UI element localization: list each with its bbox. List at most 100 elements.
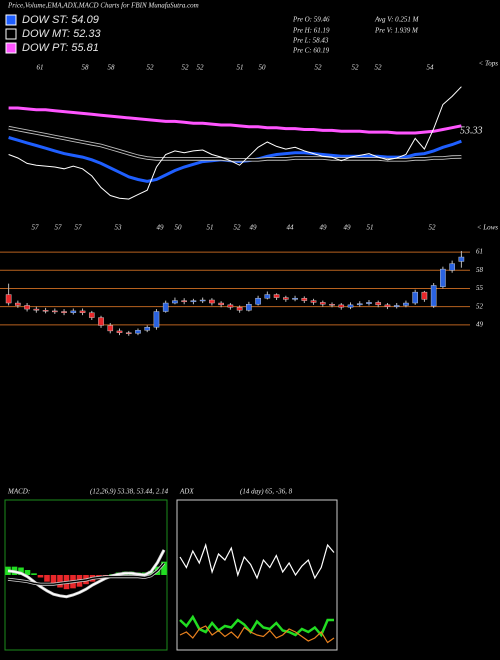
candle-body xyxy=(153,311,160,328)
candle-body xyxy=(347,304,354,308)
adx-line xyxy=(179,542,335,580)
stat: Pre L: 58.43 xyxy=(292,37,329,45)
low-value: 57 xyxy=(55,224,63,232)
macd-bar xyxy=(57,575,63,588)
macd-bar xyxy=(37,575,44,578)
candle-body xyxy=(449,263,455,271)
legend-label: DOW MT: 52.33 xyxy=(22,28,102,40)
candle-body xyxy=(181,300,187,303)
candle-body xyxy=(412,291,418,304)
macd-bar xyxy=(50,575,57,585)
adx-line xyxy=(179,614,334,638)
top-value: 52 xyxy=(147,64,155,72)
low-value: 51 xyxy=(207,224,214,232)
candle-body xyxy=(236,307,243,311)
candle-body xyxy=(218,302,224,306)
legend-swatch xyxy=(5,28,17,40)
top-value: 52 xyxy=(375,64,383,72)
macd-bar xyxy=(31,573,37,575)
candle-body xyxy=(33,308,40,311)
candle-body xyxy=(393,305,400,307)
ema-annotation: 53.33 xyxy=(460,125,483,136)
adx-line xyxy=(179,625,335,644)
legend-label: DOW ST: 54.09 xyxy=(22,14,99,26)
low-value: 49 xyxy=(157,224,165,232)
y-tick-label: 52 xyxy=(476,302,484,310)
low-value: 57 xyxy=(32,224,40,232)
top-value: 50 xyxy=(259,64,267,72)
y-tick-label: 61 xyxy=(476,248,483,256)
stat: Pre O: 59.46 xyxy=(292,16,330,24)
top-value: 52 xyxy=(352,64,360,72)
candle-body xyxy=(338,304,345,308)
candle-body xyxy=(292,297,298,300)
candle-body xyxy=(125,332,132,334)
macd-line xyxy=(7,549,165,598)
panel-subtitle: (12,26,9) 53.38, 53.44, 2.14 xyxy=(90,488,169,496)
candle-body xyxy=(301,297,308,301)
macd-line xyxy=(7,562,165,585)
candle-body xyxy=(209,299,215,304)
candle-body xyxy=(162,302,169,312)
legend-swatch xyxy=(5,42,17,54)
candle-body xyxy=(144,327,151,331)
candle-body xyxy=(283,297,289,300)
panel-title: MACD: xyxy=(7,488,30,496)
macd-bar xyxy=(18,567,24,575)
candle-body xyxy=(15,302,21,306)
candle-body xyxy=(310,300,317,303)
top-value: 61 xyxy=(37,64,44,72)
low-value: 49 xyxy=(344,224,352,232)
candle-body xyxy=(246,304,252,311)
candle-body xyxy=(403,302,409,306)
candle-body xyxy=(61,311,67,313)
legend-label: DOW PT: 55.81 xyxy=(22,42,99,54)
candle-body xyxy=(227,304,234,308)
candle-body xyxy=(88,312,95,318)
low-value: 44 xyxy=(287,224,295,232)
top-value: 58 xyxy=(82,64,90,72)
candle-body xyxy=(52,310,58,313)
candle-body xyxy=(24,305,30,310)
y-tick-label: 58 xyxy=(476,266,484,274)
candle-body xyxy=(384,304,391,307)
panel-frame xyxy=(176,499,338,651)
candle-body xyxy=(42,310,49,312)
macd-bar xyxy=(44,575,50,582)
candle-body xyxy=(107,325,114,332)
top-value: 52 xyxy=(315,64,323,72)
low-value: 49 xyxy=(320,224,328,232)
candle-body xyxy=(255,297,261,305)
panel-subtitle: (14 day) 65, -36, 8 xyxy=(240,488,293,496)
candle-body xyxy=(375,302,382,306)
low-value: 51 xyxy=(367,224,374,232)
ema-line xyxy=(8,106,462,135)
stat: Avg V: 0.251 M xyxy=(374,16,420,24)
candle-body xyxy=(366,302,372,304)
candle-body xyxy=(430,285,437,307)
candle-body xyxy=(329,304,335,306)
candle-body xyxy=(440,268,446,287)
y-tick-label: 55 xyxy=(476,284,484,292)
low-value: 52 xyxy=(429,224,437,232)
stat: Pre V: 1.939 M xyxy=(374,27,419,35)
low-value: 49 xyxy=(250,224,258,232)
top-value: 52 xyxy=(197,64,205,72)
candle-body xyxy=(319,302,326,305)
stat: Pre C: 60.19 xyxy=(292,47,330,55)
candle-body xyxy=(264,294,271,299)
candle-body xyxy=(172,300,178,304)
page-title: Price,Volume,EMA,ADX,MACD Charts for FBI… xyxy=(7,2,199,10)
candle-body xyxy=(135,330,141,334)
top-value: 52 xyxy=(182,64,190,72)
low-value: 52 xyxy=(234,224,242,232)
macd-bar xyxy=(24,570,31,575)
candle-body xyxy=(98,317,104,326)
lows-label: < Lows xyxy=(477,224,499,232)
low-value: 57 xyxy=(75,224,83,232)
top-value: 54 xyxy=(427,64,435,72)
low-value: 50 xyxy=(175,224,183,232)
legend-swatch xyxy=(5,14,17,26)
candle-body xyxy=(421,291,428,300)
